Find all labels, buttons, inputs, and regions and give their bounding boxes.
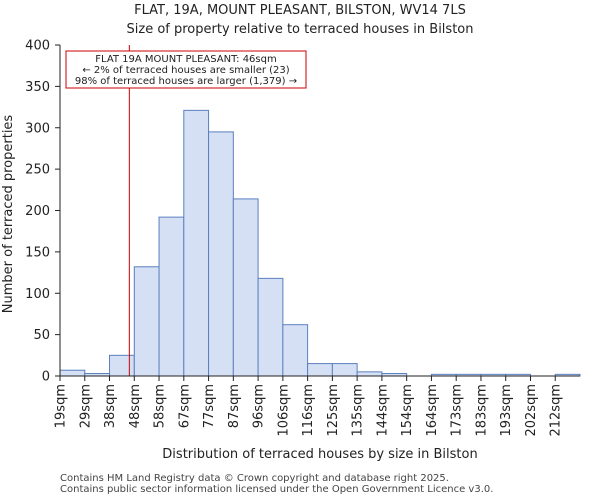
- y-tick-label: 400: [25, 39, 50, 54]
- bar-19sqm: [59, 369, 86, 377]
- bar-58sqm: [158, 216, 185, 377]
- bar-48sqm: [133, 266, 160, 377]
- bar-67sqm: [183, 109, 210, 377]
- bar-106sqm: [282, 324, 309, 377]
- footer-line-1: Contains HM Land Registry data © Crown c…: [60, 473, 449, 484]
- y-tick-label: 350: [25, 80, 50, 95]
- footer-line-2: Contains public sector information licen…: [60, 484, 494, 495]
- x-tick-label: 135sqm: [351, 384, 366, 437]
- chart-title-line-1: FLAT, 19A, MOUNT PLEASANT, BILSTON, WV14…: [134, 3, 466, 18]
- x-tick-label: 202sqm: [524, 384, 539, 437]
- annotation-line-3: 98% of terraced houses are larger (1,379…: [75, 76, 297, 87]
- y-tick-label: 250: [25, 163, 50, 178]
- bar-135sqm: [356, 371, 383, 377]
- annotation-line-2: ← 2% of terraced houses are smaller (23): [82, 65, 289, 76]
- bar-116sqm: [307, 363, 333, 377]
- x-tick-label: 96sqm: [252, 384, 267, 428]
- x-tick-label: 58sqm: [153, 384, 168, 428]
- bar-77sqm: [208, 131, 234, 377]
- bar-38sqm: [109, 354, 135, 377]
- y-tick-label: 200: [25, 204, 50, 219]
- annotation-box: FLAT 19A MOUNT PLEASANT: 46sqm ← 2% of t…: [65, 50, 307, 89]
- y-tick-label: 0: [42, 370, 50, 385]
- x-tick-label: 38sqm: [103, 384, 118, 428]
- x-tick-label: 77sqm: [202, 384, 217, 428]
- x-tick-label: 144sqm: [375, 384, 390, 437]
- bar-87sqm: [232, 198, 259, 377]
- y-tick-label: 50: [33, 328, 50, 343]
- x-tick-label: 48sqm: [128, 384, 143, 428]
- x-tick-label: 173sqm: [450, 384, 465, 437]
- x-tick-label: 87sqm: [227, 384, 242, 428]
- y-tick-label: 100: [25, 287, 50, 302]
- x-tick-label: 183sqm: [474, 384, 489, 437]
- bar-125sqm: [331, 363, 358, 377]
- x-tick-label: 19sqm: [54, 384, 69, 428]
- x-tick-label: 29sqm: [78, 384, 93, 428]
- x-tick-label: 116sqm: [301, 384, 316, 437]
- chart-title-line-2: Size of property relative to terraced ho…: [127, 22, 474, 37]
- x-tick-label: 154sqm: [400, 384, 415, 437]
- x-tick-label: 193sqm: [499, 384, 514, 437]
- x-tick-label: 67sqm: [177, 384, 192, 428]
- x-axis-label: Distribution of terraced houses by size …: [162, 447, 477, 462]
- y-tick-label: 150: [25, 245, 50, 260]
- x-tick-label: 164sqm: [425, 384, 440, 437]
- x-tick-label: 212sqm: [549, 384, 564, 437]
- y-axis-label: Number of terraced properties: [1, 115, 16, 314]
- bar-96sqm: [257, 277, 284, 377]
- x-tick-label: 125sqm: [326, 384, 341, 437]
- annotation-line-1: FLAT 19A MOUNT PLEASANT: 46sqm: [95, 54, 276, 65]
- x-tick-label: 106sqm: [276, 384, 291, 437]
- y-tick-label: 300: [25, 121, 50, 136]
